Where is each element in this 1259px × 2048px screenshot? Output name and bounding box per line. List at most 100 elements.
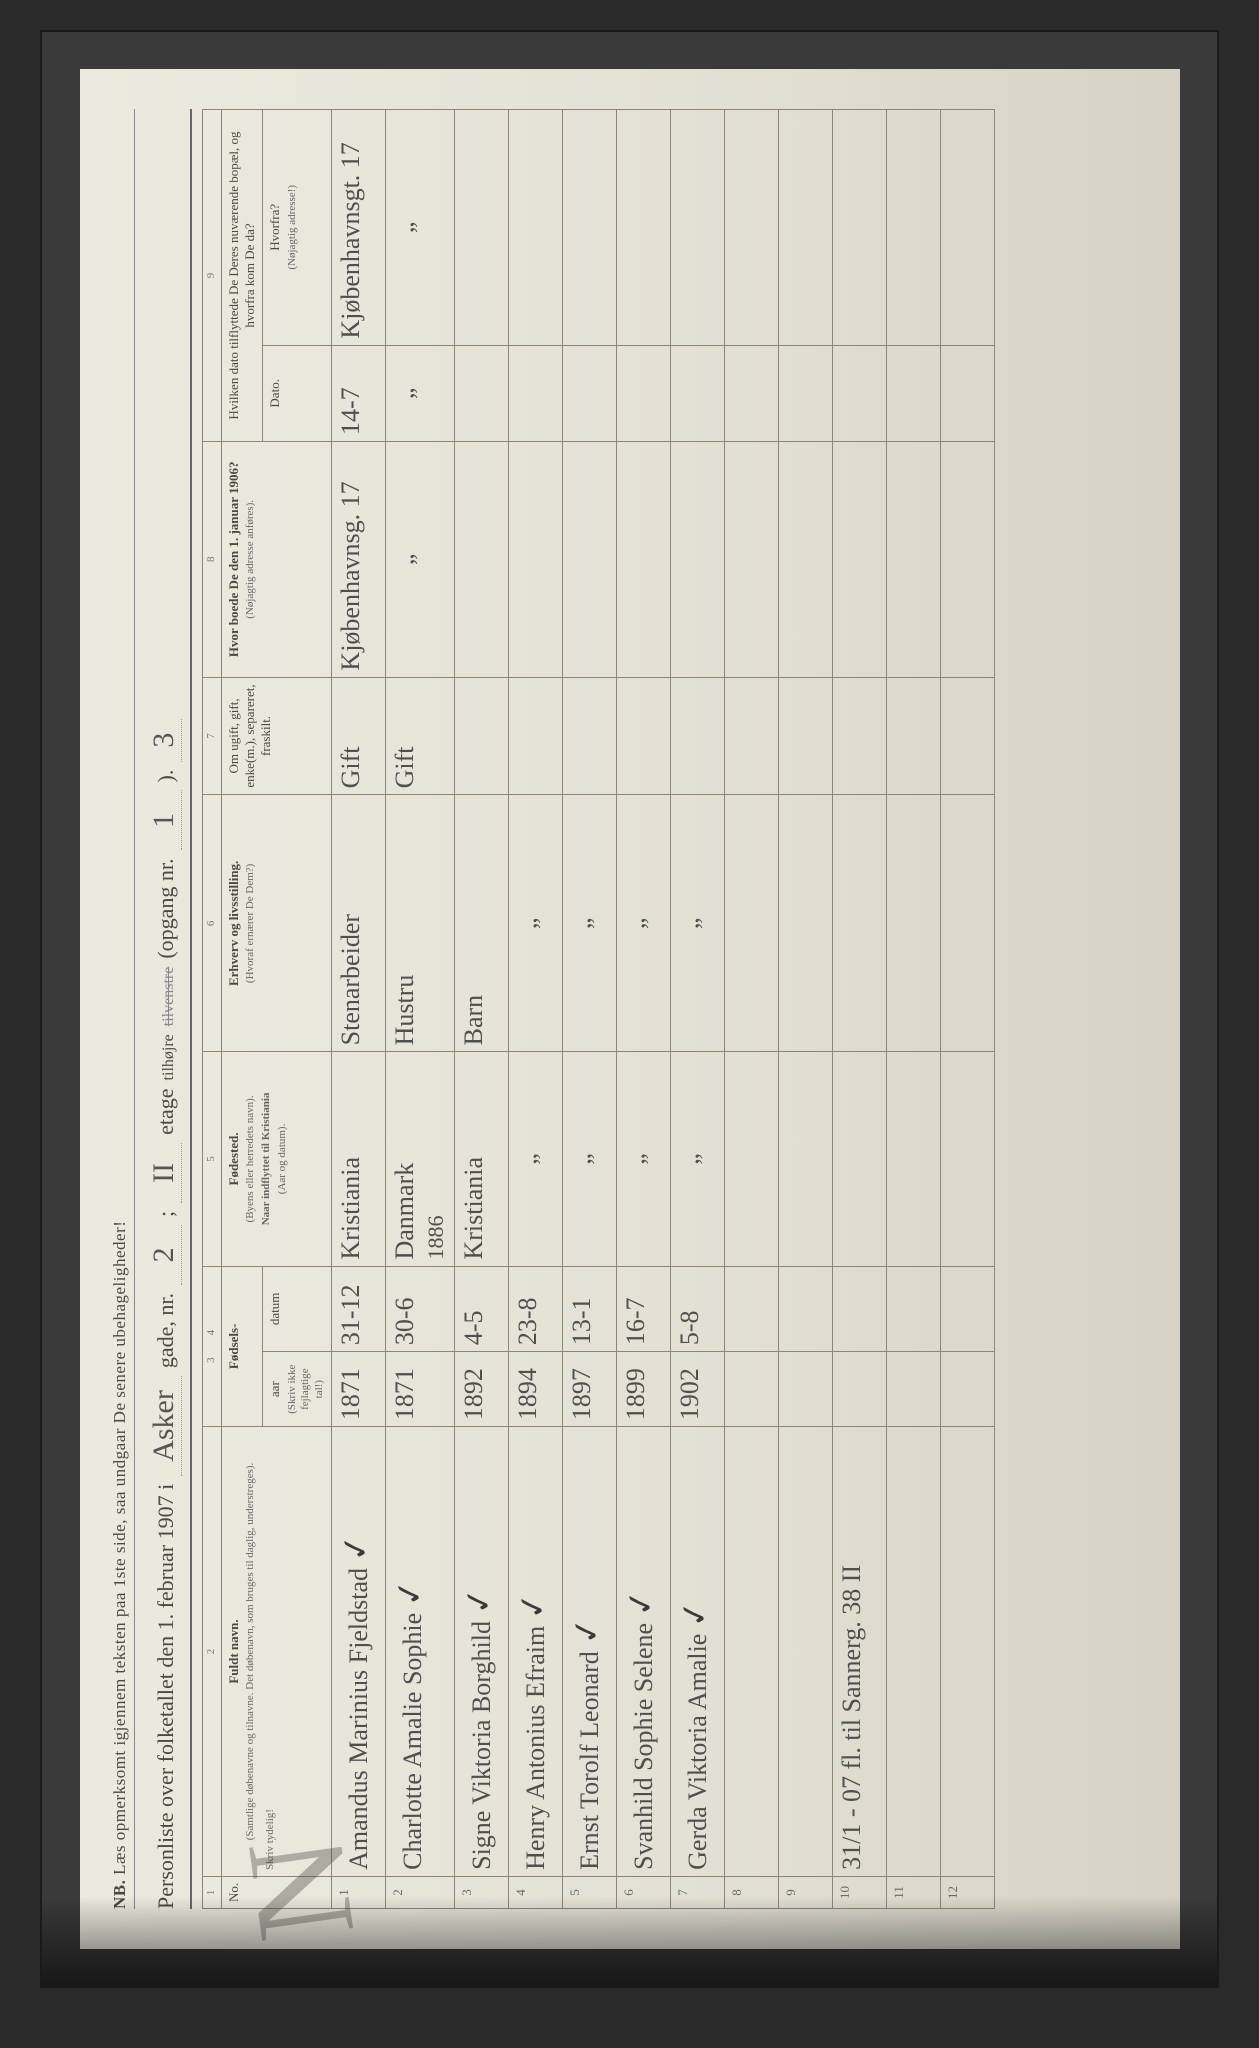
head-marital: Om ugift, gift, enke(m.), separeret, fra… [221,677,331,795]
head-move-from-label: Hvorfra? [267,204,282,251]
cell-year [832,1352,886,1427]
cell-birthplace [886,1052,940,1266]
cell-occupation: „ [562,795,616,1052]
title-lead: Personliste over folketallet den 1. febr… [153,1484,179,1909]
table-row: 12 [940,110,994,1909]
head-bp-sub2: Naar indflyttet til Kristiania [259,1093,271,1226]
nb-line: NB. Læs opmerksomt igjennem teksten paa … [110,109,135,1909]
cell-date [886,1266,940,1352]
cell-date: 4-5 [454,1266,508,1352]
cell-occupation [832,795,886,1052]
side-keep: tilhøjre [160,1034,178,1080]
scan-frame: NB. Læs opmerksomt igjennem teksten paa … [40,30,1219,1988]
cell-movedate [778,345,832,441]
cell-movedate [670,345,724,441]
cell-birthplace: „ [508,1052,562,1266]
cell-occupation [886,795,940,1052]
table-body: 1Amandus Marinius Fjeldstad✓187131-12Kri… [331,110,994,1909]
table-row: 8 [724,110,778,1909]
colnum-2: 2 [202,1427,221,1877]
cell-addr1906 [940,442,994,678]
cell-year: 1899 [616,1352,670,1427]
head-move-date: Dato. [262,345,331,441]
cell-addr1906 [832,442,886,678]
cell-marital: Gift [331,677,385,795]
head-bp-title: Fødested. [225,1132,240,1185]
head-birth-date: datum [262,1266,331,1352]
cell-date: 31-12 [331,1266,385,1352]
table-row: 7Gerda Viktoria Amalie✓19025-8„„ [670,110,724,1909]
cell-occupation: „ [508,795,562,1052]
cell-movedate [832,345,886,441]
colnum-9: 9 [202,110,221,442]
cell-occupation: Hustru [385,795,454,1052]
cell-birthplace: Kristiania [331,1052,385,1266]
cell-marital [886,677,940,795]
cell-year: 1897 [562,1352,616,1427]
cell-name [886,1427,940,1877]
cell-movefrom [616,110,670,346]
cell-date: 23-8 [508,1266,562,1352]
cell-name: Signe Viktoria Borghild✓ [454,1427,508,1877]
colnum-5: 5 [202,1052,221,1266]
head-birth: Fødsels- [221,1266,263,1427]
page-number: 3 [147,719,182,762]
head-occ-sub: (Hvoraf ernærer De Dem?) [244,801,258,1045]
cell-birthplace [724,1052,778,1266]
cell-movedate [724,345,778,441]
cell-birthplace: Danmark1886 [385,1052,454,1266]
bottom-shadow [42,1896,1217,1986]
cell-movedate [616,345,670,441]
cell-year [778,1352,832,1427]
head-move-from-sub: (Nøjagtig adresse!) [285,116,299,339]
cell-addr1906: Kjøbenhavnsg. 17 [331,442,385,678]
cell-birthplace: Kristiania [454,1052,508,1266]
cell-name: Ernst Torolf Leonard✓ [562,1427,616,1877]
head-move: Hvilken dato tilflyttede De Deres nuvære… [221,110,263,442]
cell-date [724,1266,778,1352]
cell-movedate [508,345,562,441]
floor-value: II [147,1143,182,1203]
cell-movefrom [832,110,886,346]
cell-date [832,1266,886,1352]
head-birth-year: aar (Skriv ikke fejlagtige tal!) [262,1352,331,1427]
street-number: 2 [147,1225,182,1285]
cell-marital [508,677,562,795]
cell-marital [832,677,886,795]
cell-year: 1871 [331,1352,385,1427]
table-row: 5Ernst Torolf Leonard✓189713-1„„ [562,110,616,1909]
head-name: Fuldt navn. (Samtlige døbenavne og tilna… [221,1427,331,1877]
cell-year [940,1352,994,1427]
cell-name: Amandus Marinius Fjeldstad✓ [331,1427,385,1877]
cell-addr1906 [670,442,724,678]
opgang-close: ). [153,770,179,783]
cell-date: 30-6 [385,1266,454,1352]
head-move-from: Hvorfra? (Nøjagtig adresse!) [262,110,331,346]
cell-date [940,1266,994,1352]
opgang-label: (opgang nr. [153,858,179,958]
cell-marital [616,677,670,795]
cell-movefrom [724,110,778,346]
head-addr-sub: (Nøjagtig adresse anføres). [244,448,258,671]
head-birth-sub: (Skriv ikke fejlagtige tal!) [285,1358,326,1420]
cell-addr1906 [724,442,778,678]
cell-name [724,1427,778,1877]
cell-movefrom: Kjøbenhavnsgt. 17 [331,110,385,346]
cell-name: Svanhild Sophie Selene✓ [616,1427,670,1877]
floor-label: etage [153,1088,179,1134]
cell-occupation [778,795,832,1052]
head-bp-sub3: (Aar og datum). [275,1058,289,1259]
cell-year [886,1352,940,1427]
head-bp-sub1: (Byens eller herredets navn). [244,1058,258,1259]
cell-addr1906 [562,442,616,678]
cell-movefrom: „ [385,110,454,346]
title-line: Personliste over folketallet den 1. febr… [141,109,192,1909]
cell-date: 5-8 [670,1266,724,1352]
opgang-value: 1 [147,790,182,850]
cell-movefrom [940,110,994,346]
cell-movedate: 14-7 [331,345,385,441]
colnum-3-4: 3 4 [202,1266,221,1427]
cell-birthplace: „ [616,1052,670,1266]
street-suffix: gade, nr. [153,1293,179,1368]
table-head: 1 2 3 4 5 6 7 8 9 No. Fuldt navn. (Samtl… [202,110,331,1909]
